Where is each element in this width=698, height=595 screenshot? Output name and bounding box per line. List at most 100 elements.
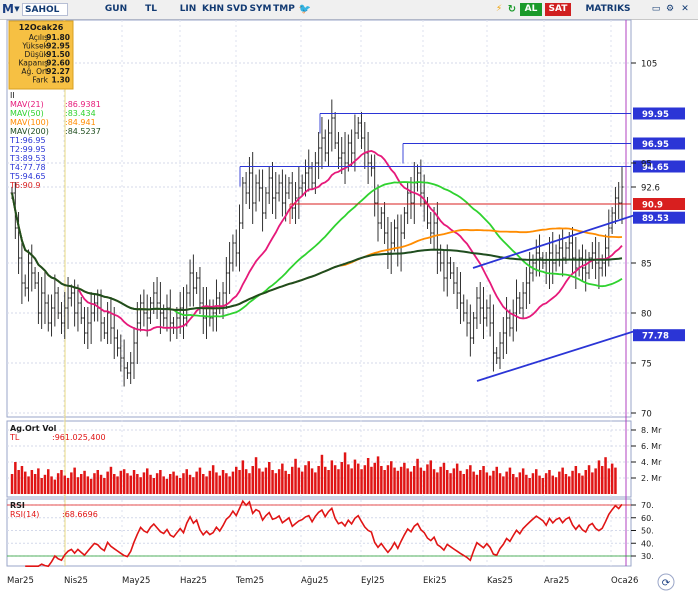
toolbar-button-svd[interactable]: SVD (226, 4, 248, 14)
price-tag-label: 96.95 (642, 140, 669, 150)
volume-bar (119, 470, 123, 494)
toolbar-button-gun[interactable]: GUN (104, 4, 128, 14)
volume-bar (83, 470, 86, 494)
volume-bar (254, 457, 258, 494)
volume-bar (571, 470, 574, 494)
candle (485, 299, 489, 327)
candle (277, 174, 281, 202)
volume-bar (479, 470, 482, 494)
symbol-selector[interactable]: SAHOL (22, 3, 68, 16)
volume-bar (146, 468, 149, 494)
legend-mav100-value: :84.941 (65, 118, 96, 127)
twitter-icon[interactable]: 🐦 (298, 4, 312, 15)
toolbar-button-tl[interactable]: TL (145, 4, 157, 14)
candle (360, 112, 364, 149)
candle (20, 237, 24, 304)
volume-bar (455, 463, 459, 494)
volume-bar (422, 470, 426, 494)
volume-bar (126, 473, 129, 494)
candle (524, 267, 528, 309)
price-tag-label: 89.53 (642, 214, 669, 224)
volume-bar (343, 452, 347, 494)
candle (468, 304, 472, 357)
toolbar-button-khn[interactable]: KHN (201, 4, 225, 14)
rsi-title: RSI (10, 501, 25, 510)
volume-bar (577, 473, 581, 494)
volume-bar (106, 471, 109, 494)
candle (92, 294, 96, 322)
volume-bar (597, 460, 601, 494)
info-value-change: 1.30 (51, 76, 70, 85)
candle (274, 172, 278, 219)
info-value-high: 92.95 (46, 42, 70, 51)
sma-line-21 (11, 149, 623, 332)
candle (69, 284, 73, 307)
volume-bar (449, 473, 452, 494)
volume-bar (132, 470, 136, 494)
candle (191, 254, 195, 307)
volume-bar (37, 468, 40, 494)
volume-bar (261, 471, 264, 494)
volume-bar (103, 478, 106, 494)
volume-bar (587, 465, 591, 494)
candle (46, 294, 50, 332)
volume-tick-label: 4. Mr (641, 458, 662, 467)
candle (185, 284, 189, 327)
volume-bar (495, 466, 498, 494)
rsi-panel-frame (6, 498, 632, 567)
close-icon[interactable]: ✕ (681, 4, 689, 14)
rsi-tick-label: 70. (641, 501, 654, 510)
volume-bar (531, 473, 535, 494)
volume-bar (231, 471, 235, 494)
volume-bar (548, 470, 551, 494)
candle (224, 257, 228, 309)
minimize-icon[interactable]: ▭ (651, 4, 661, 14)
buy-button[interactable]: AL (520, 3, 542, 16)
volume-bar (502, 476, 505, 494)
dropdown-arrow-icon[interactable]: ▼ (14, 5, 20, 13)
candle (402, 207, 406, 239)
scroll-icon[interactable]: ⟳ (657, 573, 675, 591)
legend-mav50-value: :83.434 (65, 109, 96, 118)
candle (63, 292, 67, 339)
volume-bar (538, 475, 541, 494)
settings-icon[interactable]: ⚙ (665, 4, 675, 14)
volume-bar (564, 474, 568, 494)
toolbar-button-lin[interactable]: LIN (179, 4, 197, 14)
toolbar-button-sym[interactable]: SYM (249, 4, 272, 14)
sma-line-200 (11, 192, 623, 312)
volume-bar (376, 456, 380, 494)
candle (435, 202, 439, 274)
month-label: Eyl25 (361, 576, 385, 586)
volume-bar (591, 472, 594, 494)
candle (604, 234, 608, 277)
month-label: Eki25 (423, 576, 446, 586)
volume-bar (185, 469, 188, 494)
volume-bar (492, 470, 495, 494)
volume-bar (601, 466, 604, 494)
volume-bar (20, 466, 24, 494)
volume-bar (225, 473, 228, 494)
candle (498, 332, 502, 369)
sell-button[interactable]: SAT (545, 3, 571, 16)
toolbar-button-tmp[interactable]: TMP (273, 4, 295, 14)
candle (168, 289, 172, 342)
refresh-icon[interactable]: ↻ (507, 4, 517, 15)
candle (119, 334, 123, 372)
candle (267, 167, 271, 204)
volume-bar (426, 464, 429, 494)
lightning-icon[interactable]: ⚡ (495, 4, 503, 14)
volume-bar (169, 474, 172, 494)
volume-bar (610, 463, 614, 494)
volume-bar (366, 458, 370, 494)
candle (83, 307, 87, 344)
legend-level-t6: T6:90.9 (9, 181, 40, 190)
volume-bar (505, 471, 508, 494)
candle (201, 287, 205, 334)
candle (244, 172, 248, 204)
volume-bar (205, 476, 208, 494)
channel-lower (476, 329, 639, 382)
volume-bar (93, 473, 96, 494)
logo-letter[interactable]: M (2, 2, 14, 16)
